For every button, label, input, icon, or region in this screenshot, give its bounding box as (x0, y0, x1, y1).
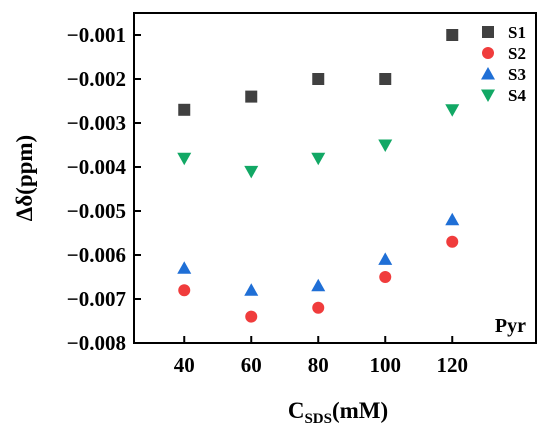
x-tick-label: 40 (174, 353, 195, 377)
data-point-s1 (245, 90, 258, 103)
data-point-s4 (244, 165, 259, 179)
y-tick-label: −0.004 (67, 155, 127, 179)
annotation-label: Pyr (495, 315, 526, 337)
x-tick-label: 80 (308, 353, 329, 377)
legend-label-s2: S2 (508, 44, 526, 63)
y-tick-label: −0.003 (67, 111, 126, 135)
data-point-s4 (445, 104, 460, 117)
x-axis: 40 60 80 100 120 (174, 336, 468, 377)
data-point-s3 (244, 283, 259, 296)
legend-label-s4: S4 (508, 86, 526, 105)
data-point-s2 (379, 271, 392, 283)
legend-marker-s3 (481, 67, 495, 80)
x-tick-label: 60 (241, 353, 262, 377)
y-axis-title: Δδ(ppm) (12, 135, 37, 221)
data-point-s4 (311, 152, 326, 166)
x-axis-title: CSDS(mM) (288, 398, 388, 427)
data-point-s4 (177, 152, 192, 166)
x-tick-label: 100 (370, 353, 402, 377)
legend: S1 S2 S3 S4 (481, 23, 526, 105)
y-axis: −0.008 −0.007 −0.006 −0.005 −0.004 −0.003 −0.0… (67, 23, 141, 355)
y-tick-label: −0.007 (67, 287, 126, 311)
y-tick-label: −0.002 (67, 67, 126, 91)
data-point-s4 (378, 139, 393, 152)
data-point-s2 (178, 284, 191, 297)
plot-frame (133, 12, 537, 344)
data-point-s2 (312, 301, 325, 314)
x-axis-title-main: C (288, 398, 305, 423)
legend-marker-s4 (481, 89, 495, 102)
y-tick-label: −0.006 (67, 243, 126, 267)
data-point-s3 (378, 252, 393, 265)
x-axis-title-unit: (mM) (332, 398, 388, 423)
data-point-s1 (178, 103, 191, 116)
data-point-s3 (445, 212, 460, 226)
x-axis-title-sub: SDS (304, 411, 332, 427)
data-point-s1 (312, 73, 325, 85)
data-point-s2 (245, 310, 258, 323)
y-tick-label: −0.001 (67, 23, 126, 47)
data-point-s3 (177, 261, 192, 274)
y-tick-label: −0.008 (67, 331, 126, 355)
x-tick-label: 120 (437, 353, 469, 377)
data-point-s3 (311, 278, 326, 292)
data-point-s1 (379, 73, 392, 85)
legend-marker-s2 (482, 47, 494, 59)
legend-label-s1: S1 (508, 23, 526, 42)
legend-marker-s1 (482, 26, 494, 38)
data-points (177, 29, 460, 323)
data-point-s1 (446, 29, 459, 41)
legend-label-s3: S3 (508, 65, 526, 84)
y-tick-label: −0.005 (67, 199, 126, 223)
data-point-s2 (446, 235, 459, 248)
